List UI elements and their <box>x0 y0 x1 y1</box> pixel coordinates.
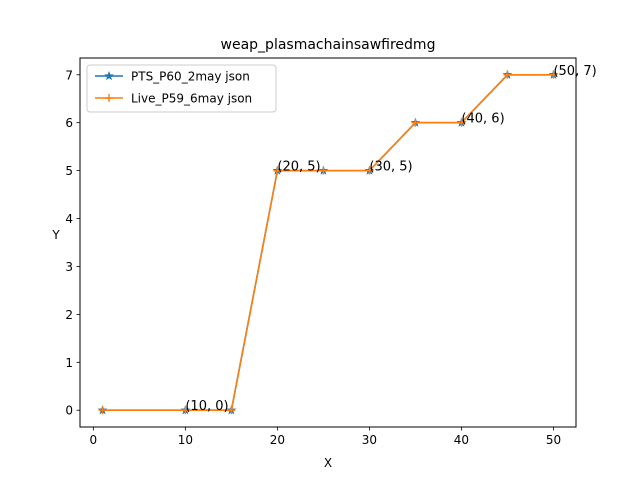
legend-label-1: PTS_P60_2may json <box>131 70 250 84</box>
y-tick-label: 0 <box>65 404 73 418</box>
legend-marker-1 <box>104 70 114 81</box>
legend-label-2: Live_P59_6may json <box>131 92 252 106</box>
y-tick-label: 2 <box>65 308 73 322</box>
data-annotation: (20, 5) <box>277 160 320 175</box>
x-tick-label: 20 <box>270 433 285 447</box>
data-annotation: (40, 6) <box>461 112 504 127</box>
series-2-point <box>503 70 512 79</box>
data-annotation: (50, 7) <box>553 64 596 79</box>
series-layer <box>97 69 559 415</box>
y-tick-label: 3 <box>65 260 73 274</box>
data-annotation: (30, 5) <box>369 160 412 175</box>
series-2-point <box>549 70 558 79</box>
series-2-point <box>273 166 282 175</box>
y-tick-label: 1 <box>65 356 73 370</box>
series-2-point <box>411 118 420 127</box>
series-2-point <box>319 166 328 175</box>
y-tick-label: 4 <box>65 212 73 226</box>
y-tick-label: 6 <box>65 116 73 130</box>
x-axis-label: X <box>324 456 332 470</box>
x-tick-label: 10 <box>178 433 193 447</box>
legend-marker-2 <box>105 94 113 102</box>
x-tick-label: 50 <box>546 433 561 447</box>
series-line-2 <box>102 73 554 412</box>
y-axis-label: Y <box>51 228 60 242</box>
annotation-layer: (10, 0) (20, 5) (30, 5) (40, 6) (50, 7) <box>185 64 596 414</box>
series-2-point <box>457 118 466 127</box>
x-tick-label: 40 <box>454 433 469 447</box>
series-2-point <box>365 166 374 175</box>
data-annotation: (10, 0) <box>185 399 228 414</box>
series-2-point <box>227 406 236 415</box>
plot-area: 0 10 20 30 40 50 0 1 2 3 4 5 6 7 (10, 0) (20, 5) (30, … <box>65 57 597 447</box>
x-tick-label: 30 <box>362 433 377 447</box>
y-axis-ticks: 0 1 2 3 4 5 6 7 <box>65 68 80 418</box>
series-2-point <box>181 406 190 415</box>
x-tick-label: 0 <box>90 433 98 447</box>
chart-title: weap_plasmachainsawfiredmg <box>221 37 436 53</box>
x-axis-ticks: 0 10 20 30 40 50 <box>90 427 561 447</box>
y-tick-label: 7 <box>65 68 73 82</box>
legend-box <box>86 64 277 113</box>
legend: PTS_P60_2may json Live_P59_6may json <box>86 64 277 113</box>
series-2-point <box>98 406 107 415</box>
axes-frame <box>79 57 577 428</box>
y-tick-label: 5 <box>65 164 73 178</box>
